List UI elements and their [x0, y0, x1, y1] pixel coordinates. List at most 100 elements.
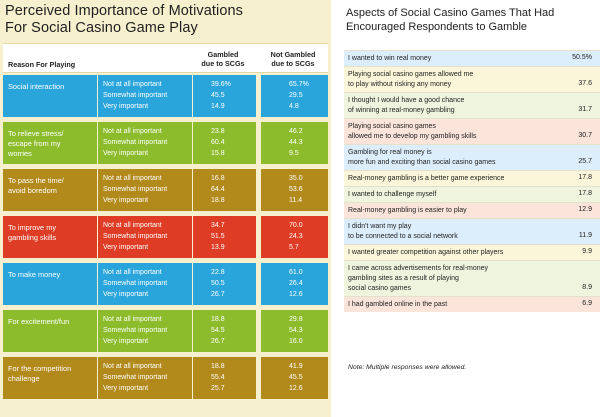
importance-level: Very important	[103, 291, 149, 298]
gambled-values-cell: 16.8 64.4 18.8	[193, 169, 256, 211]
gambled-value: 45.5	[211, 92, 225, 99]
importance-level: Somewhat important	[103, 233, 168, 240]
motivation-group: For excitement/fun Not at all important So…	[3, 310, 328, 352]
not-gambled-values-cell: 46.2 44.3 9.5	[261, 122, 328, 164]
aspect-percent: 6.9	[582, 300, 592, 307]
not-gambled-value: 9.5	[289, 150, 299, 157]
aspect-percent: 9.9	[582, 248, 592, 255]
aspect-label-line: I wanted to challenge myself	[348, 191, 437, 198]
aspect-percent: 17.8	[578, 190, 592, 197]
gambled-value: 34.7	[211, 222, 225, 229]
importance-levels-cell: Not at all important Somewhat important Ve…	[98, 169, 192, 211]
importance-level: Very important	[103, 244, 149, 251]
not-gambled-value: 29.5	[289, 92, 303, 99]
aspect-label: I wanted to win real money	[344, 51, 570, 66]
importance-level: Not at all important	[103, 175, 162, 182]
header-reason: Reason For Playing	[8, 60, 76, 69]
aspects-table: I wanted to win real money 50.5% Playing s…	[344, 50, 600, 312]
table-note: Note: Multiple responses were allowed.	[348, 364, 467, 371]
aspect-label-line: Real-money gambling is easier to play	[348, 207, 467, 214]
aspect-percent: 30.7	[578, 132, 592, 139]
gambled-value: 18.8	[211, 316, 225, 323]
gambled-value: 14.9	[211, 103, 225, 110]
aspect-row: I wanted to win real money 50.5%	[344, 50, 600, 66]
panel-title: Perceived Importance of Motivations For …	[5, 3, 243, 37]
aspect-row: I thought I would have a good chance of w…	[344, 92, 600, 118]
aspect-row: I came across advertisements for real-mo…	[344, 260, 600, 296]
aspect-label: Gambling for real money is more fun and e…	[344, 145, 570, 170]
reason-line: challenge	[8, 374, 40, 383]
importance-level: Somewhat important	[103, 139, 168, 146]
not-gambled-value: 45.5	[289, 374, 303, 381]
aspect-row: Playing social casino games allowed me to…	[344, 66, 600, 92]
gambled-value: 26.7	[211, 291, 225, 298]
reason-line: gambling skills	[8, 233, 57, 242]
not-gambled-value: 11.4	[289, 197, 303, 204]
gambled-value: 22.8	[211, 269, 225, 276]
aspects-title-line-2: Encouraged Respondents to Gamble	[346, 21, 528, 33]
gambled-values-cell: 23.8 60.4 15.8	[193, 122, 256, 164]
aspect-label: I didn't want my play to be connected to …	[344, 219, 570, 244]
not-gambled-value: 65.7%	[289, 81, 309, 88]
motivations-panel: Perceived Importance of Motivations For …	[0, 0, 331, 417]
not-gambled-value: 29.8	[289, 316, 303, 323]
header-not-gambled: Not Gambled due to SCGs	[261, 50, 325, 68]
header-not-gambled-line-1: Not Gambled	[270, 50, 316, 59]
aspect-row: Playing social casino games allowed me to…	[344, 118, 600, 144]
importance-levels-cell: Not at all important Somewhat important Ve…	[98, 263, 192, 305]
gambled-value: 60.4	[211, 139, 225, 146]
aspect-percent: 50.5%	[572, 54, 592, 61]
not-gambled-value: 12.6	[289, 385, 303, 392]
aspect-label-line: Playing social casino games allowed me	[348, 71, 474, 78]
aspect-label-line: I wanted greater competition against oth…	[348, 249, 504, 256]
importance-level: Somewhat important	[103, 186, 168, 193]
gambled-value: 39.6%	[211, 81, 231, 88]
importance-levels-cell: Not at all important Somewhat important Ve…	[98, 75, 192, 117]
aspect-label: I wanted greater competition against oth…	[344, 245, 570, 260]
not-gambled-values-cell: 61.0 26.4 12.6	[261, 263, 328, 305]
gambled-values-cell: 22.8 50.5 26.7	[193, 263, 256, 305]
aspect-label: I thought I would have a good chance of w…	[344, 93, 570, 118]
gambled-value: 26.7	[211, 338, 225, 345]
aspect-label: I wanted to challenge myself	[344, 187, 570, 202]
aspect-row: I had gambled online in the past 6.9	[344, 296, 600, 312]
not-gambled-value: 24.3	[289, 233, 303, 240]
importance-level: Not at all important	[103, 363, 162, 370]
not-gambled-value: 61.0	[289, 269, 303, 276]
gambled-value: 64.4	[211, 186, 225, 193]
motivation-group: To make money Not at all important Somewha…	[3, 263, 328, 305]
aspect-label-line: I didn't want my play	[348, 223, 412, 230]
not-gambled-value: 44.3	[289, 139, 303, 146]
importance-level: Very important	[103, 338, 149, 345]
aspect-label-line: social casino games	[348, 285, 412, 292]
aspect-label-line: to play without risking any money	[348, 81, 452, 88]
gambled-value: 15.8	[211, 150, 225, 157]
aspect-label-line: I had gambled online in the past	[348, 301, 448, 308]
aspects-title: Aspects of Social Casino Games That Had …	[346, 6, 596, 34]
aspect-label-line: Real-money gambling is a better game exp…	[348, 175, 505, 182]
reason-line: For excitement/fun	[8, 317, 70, 326]
reason-line: escape from my	[8, 139, 61, 148]
gambled-values-cell: 18.8 54.5 26.7	[193, 310, 256, 352]
aspect-percent: 25.7	[578, 158, 592, 165]
aspect-label-line: more fun and exciting than social casino…	[348, 159, 496, 166]
reason-line: For the competition	[8, 364, 72, 373]
importance-level: Not at all important	[103, 81, 162, 88]
aspect-label: I came across advertisements for real-mo…	[344, 261, 570, 296]
reason-line: worries	[8, 149, 32, 158]
reason-cell: To pass the time/avoid boredom	[3, 169, 97, 211]
reason-line: To relieve stress/	[8, 129, 64, 138]
gambled-values-cell: 39.6% 45.5 14.9	[193, 75, 256, 117]
motivation-group: To improve my gambling skills Not at all i…	[3, 216, 328, 258]
aspect-label-line: gambling sites as a result of playing	[348, 275, 459, 282]
not-gambled-value: 46.2	[289, 128, 303, 135]
reason-line: avoid boredom	[8, 186, 57, 195]
importance-levels-cell: Not at all important Somewhat important Ve…	[98, 357, 192, 399]
importance-level: Not at all important	[103, 316, 162, 323]
not-gambled-value: 12.6	[289, 291, 303, 298]
header-gambled: Gambled due to SCGs	[193, 50, 253, 68]
importance-level: Very important	[103, 385, 149, 392]
gambled-value: 55.4	[211, 374, 225, 381]
gambled-value: 18.8	[211, 363, 225, 370]
not-gambled-values-cell: 41.9 45.5 12.6	[261, 357, 328, 399]
